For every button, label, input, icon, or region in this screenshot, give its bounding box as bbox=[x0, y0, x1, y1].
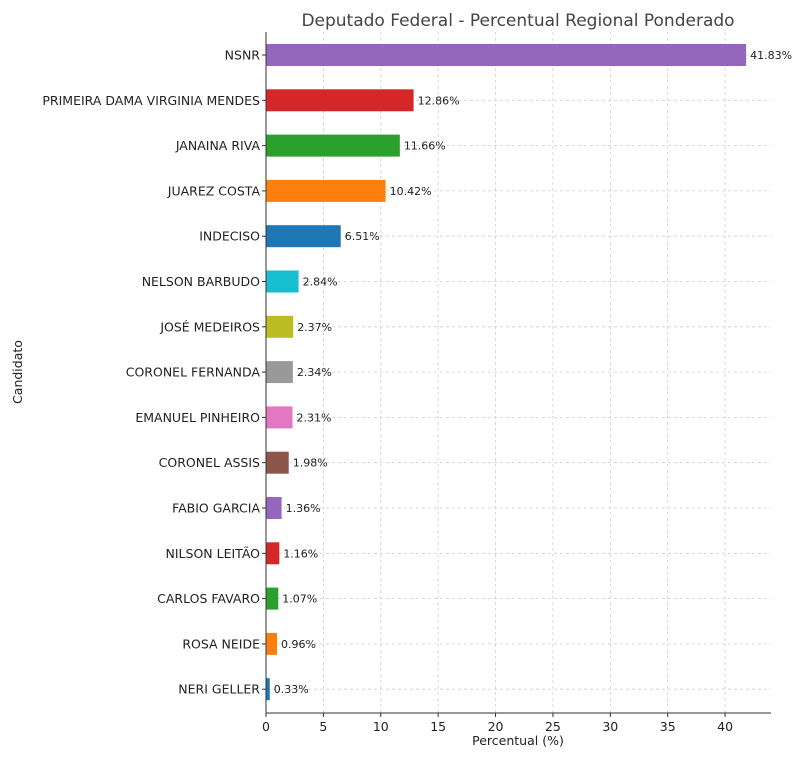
bars: 41.83% 12.86% 11.66% 10.42% 6.51% 2.84% 2.37% 2… bbox=[266, 44, 792, 701]
bar bbox=[266, 89, 414, 112]
x-tick-label: 0 bbox=[262, 719, 270, 734]
x-tick-label: 5 bbox=[319, 719, 327, 734]
value-label: 6.51% bbox=[345, 230, 380, 243]
category-label: CORONEL ASSIS bbox=[159, 455, 260, 470]
x-tick-label: 40 bbox=[717, 719, 733, 734]
bar bbox=[266, 134, 400, 157]
category-label: NSNR bbox=[225, 48, 261, 63]
bar bbox=[266, 632, 278, 655]
category-label: JANAINA RIVA bbox=[175, 138, 261, 153]
x-tick-label: 10 bbox=[373, 719, 389, 734]
bar bbox=[266, 678, 270, 701]
bar bbox=[266, 315, 294, 338]
value-label: 41.83% bbox=[750, 49, 792, 62]
bar bbox=[266, 44, 747, 66]
category-label: EMANUEL PINHEIRO bbox=[135, 410, 260, 425]
category-label: NILSON LEITÃO bbox=[166, 546, 261, 561]
bar bbox=[266, 451, 289, 474]
value-label: 2.34% bbox=[297, 366, 332, 379]
x-tick-label: 30 bbox=[602, 719, 618, 734]
value-label: 2.84% bbox=[303, 276, 338, 289]
bar bbox=[266, 361, 293, 384]
x-tick-label: 25 bbox=[545, 719, 561, 734]
category-label: JUAREZ COSTA bbox=[167, 183, 261, 198]
category-label: JOSÉ MEDEIROS bbox=[159, 319, 260, 334]
bar bbox=[266, 179, 386, 202]
grid-lines bbox=[265, 32, 771, 713]
bar bbox=[266, 587, 279, 610]
value-label: 10.42% bbox=[390, 185, 432, 198]
x-tick-label: 20 bbox=[488, 719, 504, 734]
value-label: 11.66% bbox=[404, 140, 446, 153]
axes: 0 5 10 15 20 25 30 35 40 NSNR PRIMEIRA DAMA VIRGIN… bbox=[42, 32, 771, 734]
bar bbox=[266, 270, 299, 293]
category-label: NERI GELLER bbox=[178, 682, 260, 697]
category-label: CARLOS FAVARO bbox=[157, 591, 260, 606]
category-label: FABIO GARCIA bbox=[172, 501, 260, 516]
x-axis-title: Percentual (%) bbox=[472, 733, 564, 748]
bar bbox=[266, 497, 282, 519]
value-label: 2.37% bbox=[297, 321, 332, 334]
bar bbox=[266, 542, 280, 565]
value-label: 2.31% bbox=[297, 411, 332, 424]
y-axis-title: Candidato bbox=[10, 340, 25, 404]
value-label: 1.07% bbox=[282, 593, 317, 606]
chart-title: Deputado Federal - Percentual Regional P… bbox=[301, 11, 734, 31]
value-label: 1.98% bbox=[293, 457, 328, 470]
bar bbox=[266, 406, 293, 429]
category-label: CORONEL FERNANDA bbox=[126, 365, 261, 380]
x-tick-label: 35 bbox=[660, 719, 676, 734]
value-label: 1.36% bbox=[286, 502, 321, 515]
value-label: 12.86% bbox=[418, 94, 460, 107]
bar bbox=[266, 225, 341, 248]
value-label: 0.33% bbox=[274, 683, 309, 696]
category-label: INDECISO bbox=[199, 229, 260, 244]
x-tick-label: 15 bbox=[430, 719, 446, 734]
category-label: ROSA NEIDE bbox=[182, 636, 260, 651]
value-label: 0.96% bbox=[281, 638, 316, 651]
category-label: NELSON BARBUDO bbox=[142, 274, 260, 289]
value-label: 1.16% bbox=[283, 547, 318, 560]
category-label: PRIMEIRA DAMA VIRGINIA MENDES bbox=[42, 93, 260, 108]
